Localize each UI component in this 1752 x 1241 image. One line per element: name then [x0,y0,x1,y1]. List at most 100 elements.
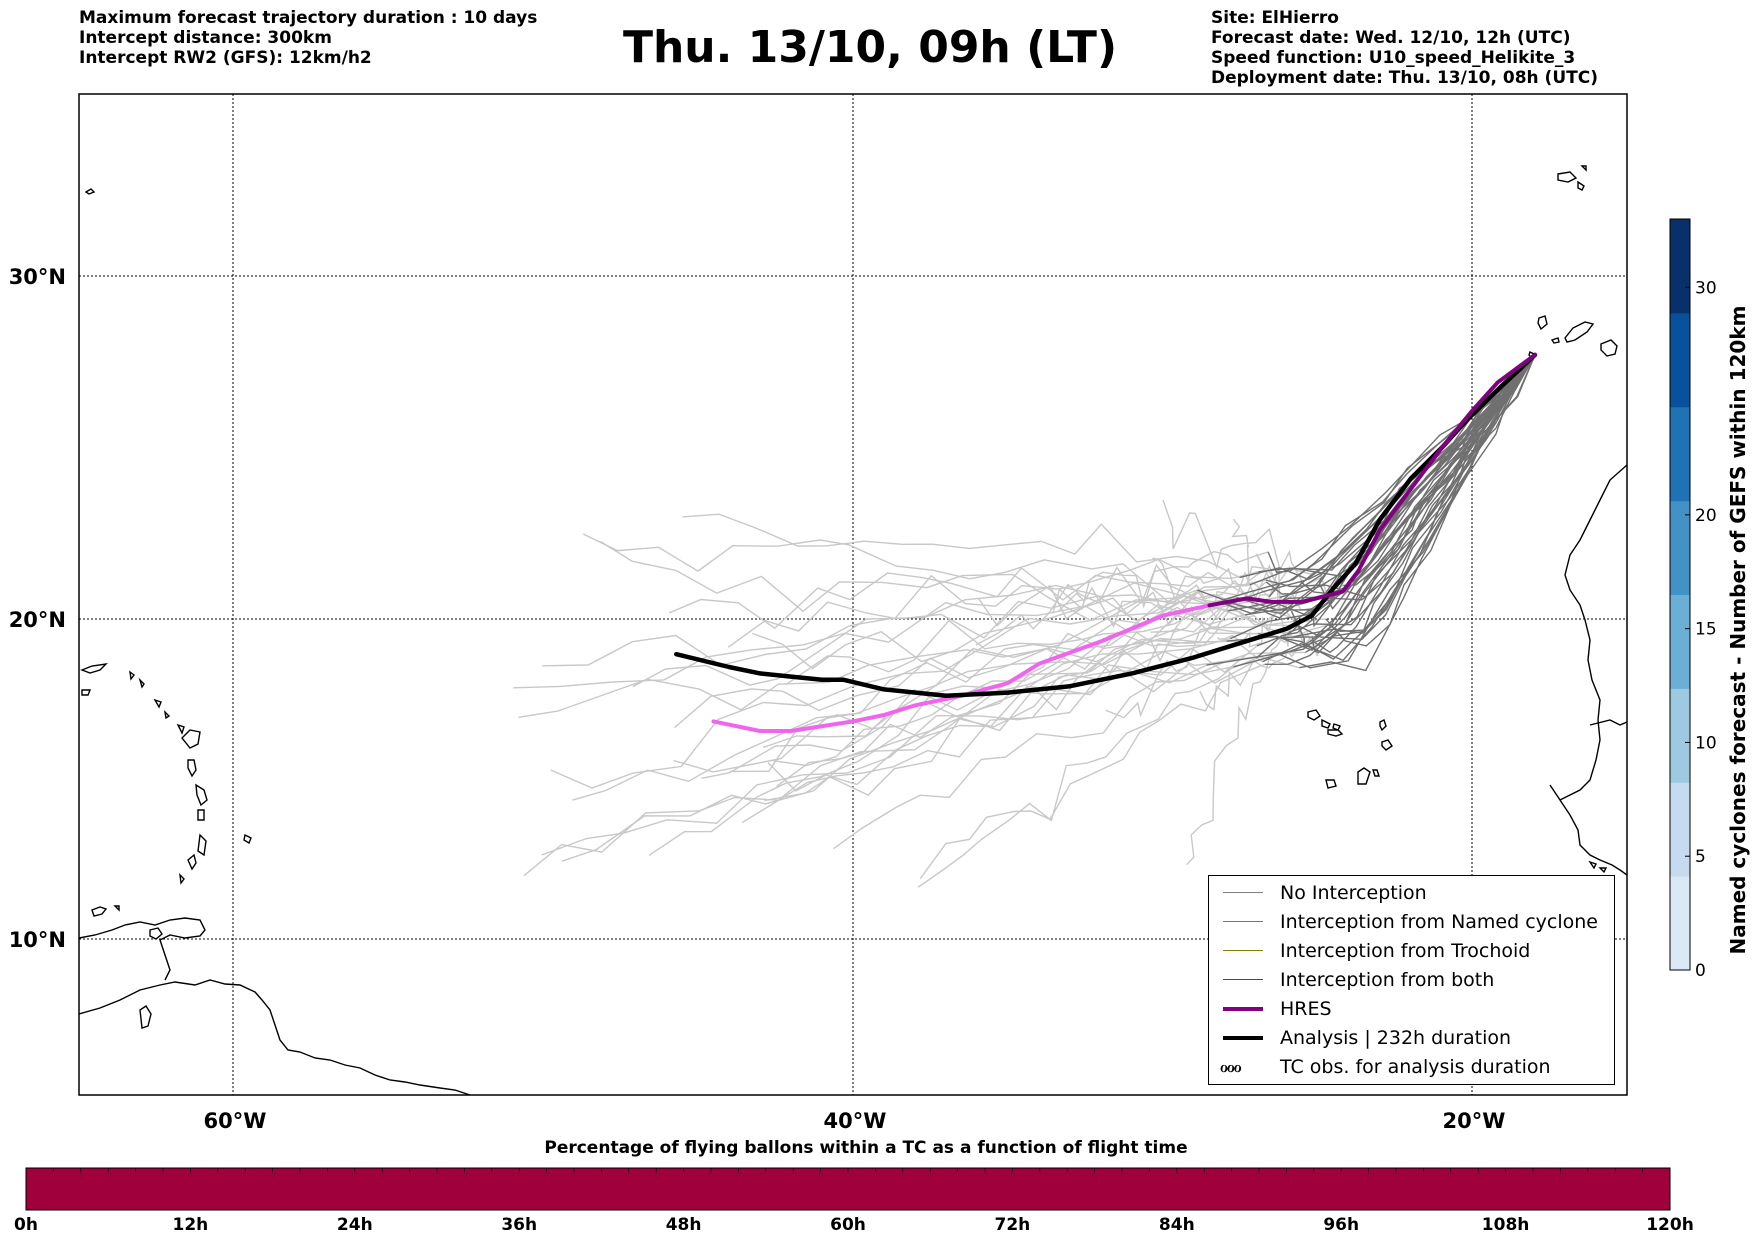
legend-item-no-interception: No Interception [1217,881,1612,905]
colorbar-segment [1670,876,1690,901]
colorbar-segment [1670,265,1690,290]
gefs-trajectory-near [1325,354,1536,647]
header-forecast-date: Forecast date: Wed. 12/10, 12h (UTC) [1211,28,1571,48]
header-info-right: Site: ElHierro Forecast date: Wed. 12/10… [1211,8,1598,88]
page-title: Thu. 13/10, 09h (LT) [622,22,1118,73]
progress-bar-tick-label: 120h [1646,1215,1694,1235]
legend-item-trochoid: Interception from Trochoid [1217,939,1612,963]
colorbar-segment [1670,852,1690,877]
gefs-trajectory-far [1105,581,1270,719]
colorbar-segment [1670,946,1690,971]
coast-lesser-antilles [80,188,252,917]
tc-symbol-icon: ℴℴℴ [1220,1057,1242,1077]
gefs-trajectory-near [1258,354,1536,573]
colorbar-segment [1670,406,1690,431]
gefs-trajectory-near [1265,354,1536,595]
gefs-trajectory-far [669,567,1237,630]
colorbar-title: Named cyclones forecast - Number of GEFS… [1726,306,1750,955]
colorbar-tick-label: 5 [1695,847,1706,867]
progress-bar-tick-label: 12h [173,1215,209,1235]
colorbar-segment [1670,758,1690,783]
progress-bar-tick-label: 96h [1323,1215,1359,1235]
colorbar-segment [1670,618,1690,642]
colorbar-tick-label: 10 [1695,733,1717,753]
gefs-trajectory-far [682,513,1240,579]
legend-line-orange [1223,921,1263,922]
colorbar-segment [1670,453,1690,478]
progress-bar-tick-label: 48h [666,1215,702,1235]
main-trajectories [674,352,1538,733]
gefs-trajectory-far [919,663,1265,880]
coast-madeira-small [1577,165,1587,191]
colorbar-segment [1670,899,1690,924]
progress-bar-tick-label: 72h [995,1215,1031,1235]
legend-line-olive [1223,950,1263,951]
colorbar-segment [1670,336,1690,361]
gefs-trajectory-far [1058,579,1263,629]
gefs-trajectory-far [541,664,1234,856]
legend-item-analysis: Analysis | 232h duration [1217,1026,1612,1050]
header-duration: Maximum forecast trajectory duration : 1… [79,8,538,28]
progress-bar-fill [26,1168,1670,1210]
gefs-trajectory-near [1328,354,1536,633]
lat-label-20: 20°N [9,608,66,632]
colorbar-segment [1670,547,1690,572]
coast-africa-bijagos [1588,860,1608,874]
gefs-trajectory-near [1299,354,1536,672]
colorbar-segment [1670,664,1690,689]
gefs-trajectory-near [1290,354,1536,647]
gefs-trajectory-far [727,558,1259,648]
colorbar-segment [1670,923,1690,948]
lat-label-30: 30°N [9,265,66,289]
coast-cape-verde [1307,709,1393,789]
header-intercept-rw2: Intercept RW2 (GFS): 12km/h2 [79,48,372,68]
gefs-trajectory-far [1231,518,1298,625]
colorbar-segment [1670,289,1690,314]
cyclone-colorbar: 0 5 10 15 20 30 [1669,218,1717,981]
gefs-trajectory-far [767,653,1279,792]
progress-bar-tick-label: 84h [1159,1215,1195,1235]
legend-line-black [1223,1036,1263,1040]
gefs-trajectory-far [632,593,1255,688]
lat-label-10: 10°N [9,928,66,952]
header-site: Site: ElHierro [1211,8,1339,28]
header-deployment-date: Deployment date: Thu. 13/10, 08h (UTC) [1211,68,1598,88]
legend-line-grey [1223,892,1263,893]
colorbar-segment [1670,735,1690,760]
gefs-trajectory-far [1162,499,1322,587]
gefs-trajectory-far [542,584,1229,667]
colorbar-segment [1670,594,1690,619]
analysis-track [674,352,1538,699]
colorbar-segment [1670,477,1690,502]
coastlines [79,165,1627,1095]
gefs-trajectory-far [518,638,1227,718]
gefs-trajectory-far [741,645,1258,824]
legend-item-tc-obs: ℴℴℴ TC obs. for analysis duration [1220,1056,1551,1078]
gefs-trajectory-far [600,540,1259,635]
progress-bar-tick-label: 24h [337,1215,373,1235]
colorbar-segment [1670,500,1690,525]
colorbar-segment [1670,711,1690,736]
colorbar-segment [1670,688,1690,713]
map-legend: No Interception Interception from Named … [1208,875,1615,1085]
gefs-trajectory-far [572,599,1228,801]
header-intercept-distance: Intercept distance: 300km [79,28,332,48]
header-info-left: Maximum forecast trajectory duration : 1… [79,8,537,68]
progress-bar-tick-label: 108h [1482,1215,1530,1235]
legend-item-both: Interception from both [1217,968,1612,992]
coast-canary-islands [1528,315,1618,360]
gefs-trajectory-far [1217,604,1313,648]
legend-item-hres: HRES [1217,997,1612,1021]
gefs-trajectory-far [772,579,1267,767]
colorbar-segment [1670,524,1690,549]
progress-bar-title: Percentage of flying ballons within a TC… [544,1138,1188,1158]
coast-south-america [79,979,471,1095]
colorbar-segment [1670,312,1690,337]
progress-bar-tick-label: 60h [830,1215,866,1235]
gefs-trajectory-far [917,657,1257,888]
legend-item-named-cyclone: Interception from Named cyclone [1217,910,1612,934]
map-frame [78,93,1628,1096]
tc-percentage-bar: 0h 12h 24h 36h 48h 60h 72h 84h 96h 108h 120h [14,1167,1694,1235]
gefs-trajectory-near [1314,354,1536,654]
